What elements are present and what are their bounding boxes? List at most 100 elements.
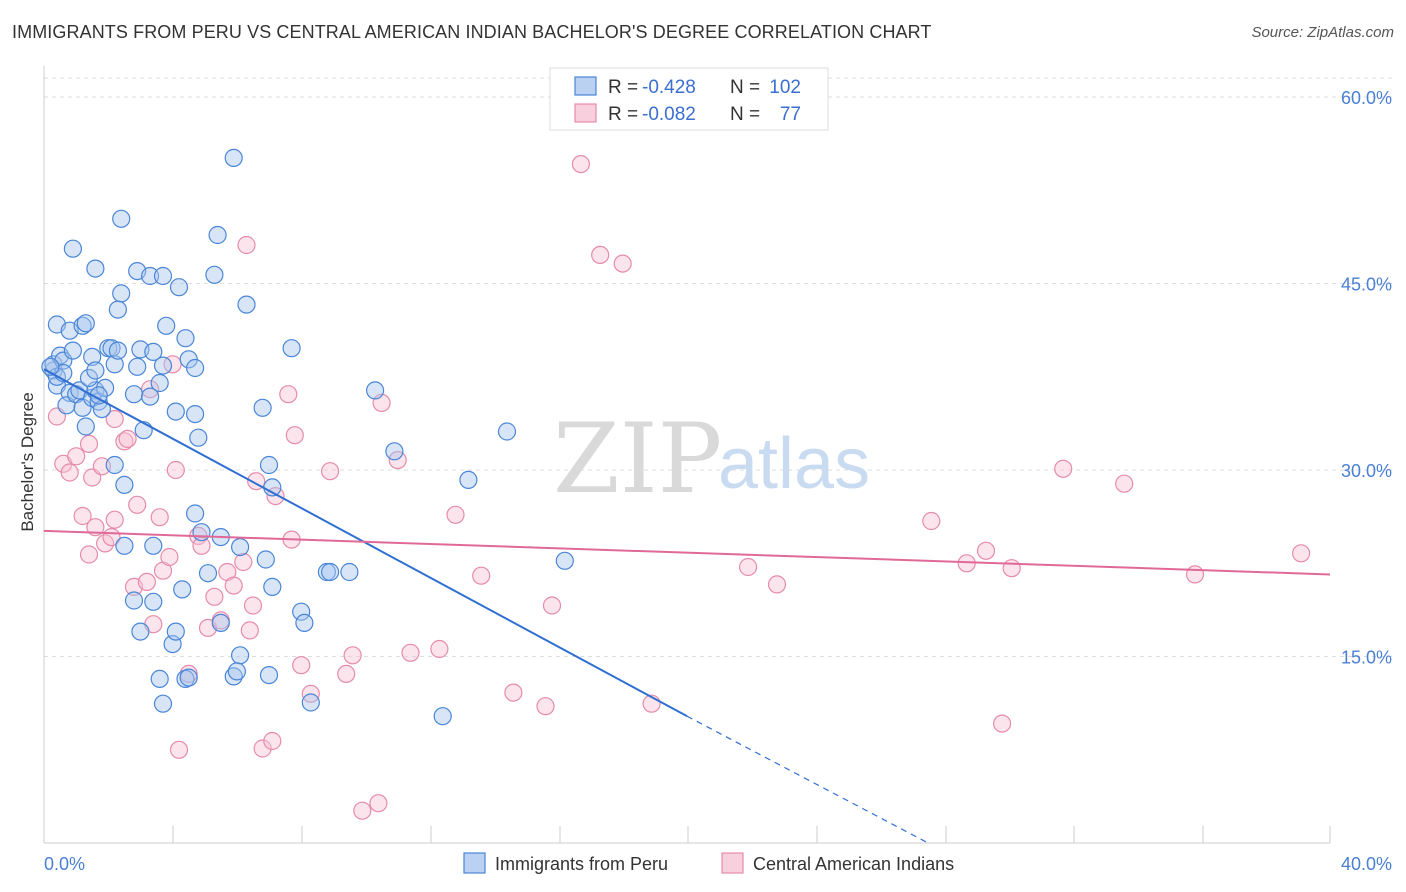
point-immigrants-from-peru bbox=[144, 592, 163, 611]
point-immigrants-from-peru bbox=[153, 694, 173, 713]
point-central-american-indians bbox=[321, 462, 340, 481]
point-immigrants-from-peru bbox=[124, 591, 144, 610]
point-immigrants-from-peru bbox=[295, 613, 314, 633]
point-central-american-indians bbox=[118, 429, 137, 448]
point-central-american-indians bbox=[67, 447, 86, 466]
y-axis-title: Bachelor's Degree bbox=[18, 392, 37, 531]
watermark-zip: ZIP bbox=[553, 403, 722, 515]
point-central-american-indians bbox=[169, 740, 189, 759]
point-immigrants-from-peru bbox=[144, 342, 163, 361]
point-central-american-indians bbox=[192, 536, 211, 555]
point-immigrants-from-peru bbox=[186, 504, 205, 523]
legend-n-label-peru: N = bbox=[730, 77, 760, 98]
point-immigrants-from-peru bbox=[73, 316, 92, 335]
point-immigrants-from-peru bbox=[83, 347, 102, 366]
point-central-american-indians bbox=[976, 541, 996, 560]
axes bbox=[43, 66, 1331, 844]
point-central-american-indians bbox=[504, 683, 523, 702]
point-central-american-indians bbox=[279, 385, 298, 404]
tick-labels: 15.0% 30.0% 45.0% 60.0% 0.0% 40.0% bbox=[44, 88, 1392, 874]
point-immigrants-from-peru bbox=[76, 417, 95, 436]
point-immigrants-from-peru bbox=[108, 341, 128, 360]
point-immigrants-from-peru bbox=[259, 665, 279, 685]
series-legend-label-peru: Immigrants from Peru bbox=[495, 854, 668, 874]
y-tick-label: 15.0% bbox=[1341, 648, 1392, 668]
point-central-american-indians bbox=[1002, 559, 1021, 578]
point-central-american-indians bbox=[472, 566, 491, 585]
legend-r-value-cai: -0.082 bbox=[642, 104, 696, 125]
point-central-american-indians bbox=[237, 235, 256, 255]
point-immigrants-from-peru bbox=[150, 669, 169, 689]
point-central-american-indians bbox=[571, 155, 591, 174]
point-immigrants-from-peru bbox=[86, 259, 105, 278]
x-tick-label-min: 0.0% bbox=[44, 854, 85, 874]
point-central-american-indians bbox=[337, 664, 356, 684]
point-immigrants-from-peru bbox=[263, 577, 282, 597]
point-immigrants-from-peru bbox=[366, 381, 385, 400]
point-immigrants-from-peru bbox=[231, 646, 250, 665]
point-central-american-indians bbox=[105, 409, 124, 429]
series-legend-swatch-peru bbox=[463, 852, 486, 874]
point-immigrants-from-peru bbox=[115, 536, 134, 555]
y-tick-label: 60.0% bbox=[1341, 88, 1392, 108]
point-immigrants-from-peru bbox=[112, 209, 131, 228]
point-immigrants-from-peru bbox=[63, 239, 83, 258]
legend-n-label-cai: N = bbox=[730, 104, 760, 125]
point-immigrants-from-peru bbox=[301, 693, 320, 712]
point-immigrants-from-peru bbox=[105, 355, 124, 374]
point-immigrants-from-peru bbox=[173, 580, 192, 599]
point-immigrants-from-peru bbox=[227, 662, 246, 681]
point-central-american-indians bbox=[446, 505, 465, 524]
y-tick-label: 45.0% bbox=[1341, 275, 1392, 295]
point-immigrants-from-peru bbox=[86, 361, 105, 380]
point-central-american-indians bbox=[160, 547, 179, 567]
point-immigrants-from-peru bbox=[321, 562, 340, 582]
chart-title: IMMIGRANTS FROM PERU VS CENTRAL AMERICAN… bbox=[12, 22, 932, 42]
point-central-american-indians bbox=[243, 596, 263, 615]
point-central-american-indians bbox=[613, 254, 632, 273]
point-immigrants-from-peru bbox=[237, 295, 256, 314]
point-immigrants-from-peru bbox=[282, 339, 301, 358]
point-immigrants-from-peru bbox=[76, 314, 95, 333]
point-central-american-indians bbox=[285, 426, 304, 445]
point-immigrants-from-peru bbox=[108, 300, 128, 319]
point-central-american-indians bbox=[591, 245, 610, 264]
y-tick-label: 30.0% bbox=[1341, 461, 1392, 481]
point-immigrants-from-peru bbox=[208, 225, 227, 245]
point-central-american-indians bbox=[79, 434, 99, 453]
point-central-american-indians bbox=[115, 432, 134, 451]
point-immigrants-from-peru bbox=[150, 373, 169, 393]
point-central-american-indians bbox=[234, 552, 253, 572]
point-immigrants-from-peru bbox=[224, 148, 243, 167]
point-central-american-indians bbox=[79, 545, 99, 564]
point-central-american-indians bbox=[992, 714, 1012, 733]
legend-r-value-peru: -0.428 bbox=[642, 77, 696, 98]
trend-line-peru-extension bbox=[686, 715, 929, 844]
point-central-american-indians bbox=[369, 794, 388, 813]
point-immigrants-from-peru bbox=[189, 428, 208, 447]
point-immigrants-from-peru bbox=[141, 266, 160, 286]
series-legend-label-cai: Central American Indians bbox=[753, 854, 954, 874]
point-immigrants-from-peru bbox=[205, 265, 224, 284]
point-central-american-indians bbox=[292, 656, 311, 675]
point-immigrants-from-peru bbox=[153, 266, 173, 286]
series-immigrants-from-peru bbox=[41, 148, 574, 726]
legend-r-label-cai: R = bbox=[608, 104, 638, 125]
point-central-american-indians bbox=[353, 801, 372, 820]
point-immigrants-from-peru bbox=[497, 422, 517, 441]
trend-lines bbox=[43, 368, 1331, 844]
point-central-american-indians bbox=[1115, 474, 1134, 493]
point-immigrants-from-peru bbox=[134, 421, 153, 440]
point-central-american-indians bbox=[536, 697, 555, 716]
point-central-american-indians bbox=[73, 506, 92, 526]
point-central-american-indians bbox=[253, 739, 272, 758]
point-immigrants-from-peru bbox=[105, 455, 124, 475]
point-immigrants-from-peru bbox=[169, 278, 189, 297]
point-central-american-indians bbox=[1291, 544, 1311, 563]
point-central-american-indians bbox=[86, 518, 105, 537]
point-immigrants-from-peru bbox=[153, 356, 173, 375]
point-central-american-indians bbox=[542, 596, 562, 615]
point-immigrants-from-peru bbox=[166, 402, 185, 421]
point-central-american-indians bbox=[137, 572, 156, 592]
